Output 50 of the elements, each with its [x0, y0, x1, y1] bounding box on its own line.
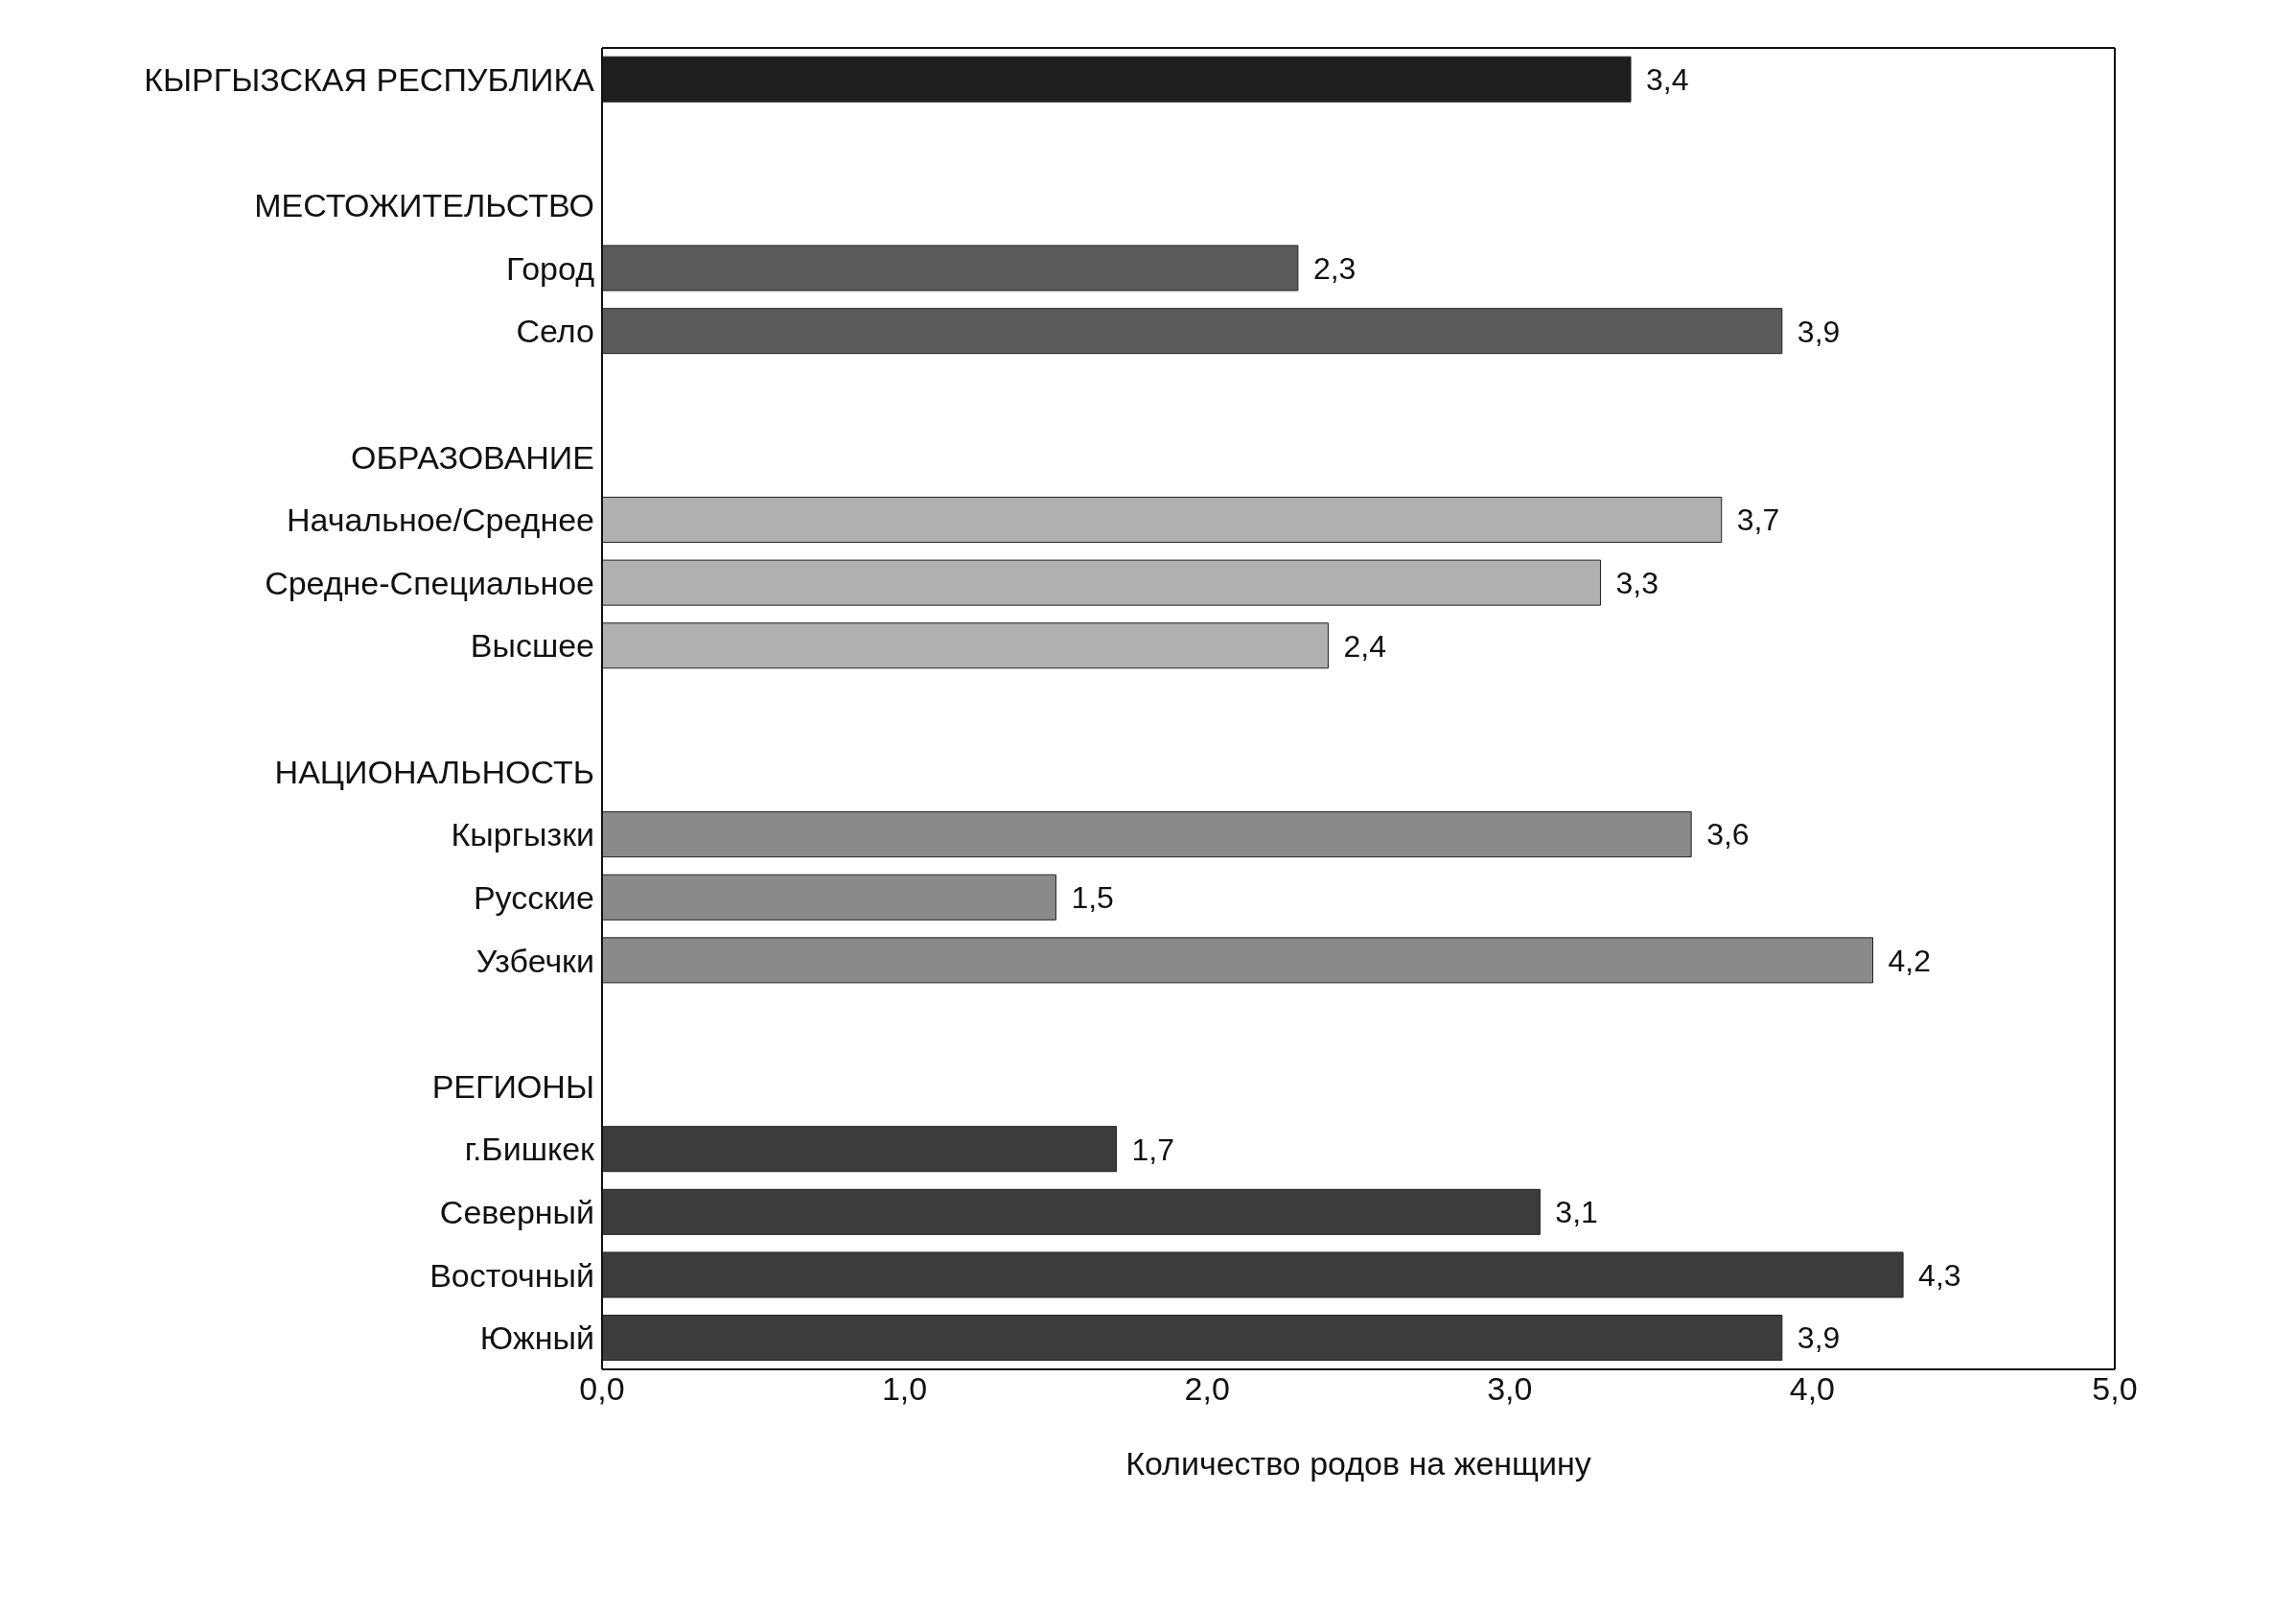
data-label: 1,5 [1071, 880, 1114, 916]
bar [602, 497, 1723, 544]
bar [602, 1251, 1904, 1298]
y-tick-label: Русские [473, 878, 594, 916]
y-tick-label: НАЦИОНАЛЬНОСТЬ [274, 753, 594, 790]
y-tick-label: РЕГИОНЫ [431, 1067, 594, 1105]
data-label: 3,7 [1736, 502, 1780, 538]
x-tick-label: 0,0 [579, 1370, 625, 1408]
y-tick-label: МЕСТОЖИТЕЛЬСТВО [254, 187, 594, 224]
data-label: 4,3 [1918, 1257, 1961, 1293]
x-tick-label: 1,0 [881, 1370, 928, 1408]
data-label: 3,9 [1797, 314, 1841, 349]
y-tick-label: Средне-Специальное [265, 564, 594, 601]
y-tick-label: Южный [479, 1319, 594, 1357]
x-tick-label: 2,0 [1184, 1370, 1230, 1408]
y-tick-label: г.Бишкек [464, 1131, 596, 1168]
data-label: 3,9 [1797, 1320, 1841, 1356]
x-tick-label: 5,0 [2092, 1370, 2138, 1408]
data-label: 2,4 [1343, 628, 1386, 664]
data-label: 1,7 [1131, 1132, 1174, 1167]
data-label: 4,2 [1888, 943, 1931, 978]
y-tick-label: Восточный [429, 1256, 594, 1294]
x-axis-title: Количество родов на женщину [1125, 1445, 1591, 1482]
y-tick-label: Северный [439, 1194, 594, 1231]
bar [602, 308, 1783, 355]
bar [602, 937, 1874, 984]
bar [602, 622, 1329, 669]
y-tick-label: Кыргызки [451, 816, 594, 853]
data-label: 3,3 [1615, 566, 1658, 600]
data-label: 2,3 [1312, 250, 1357, 286]
data-label: 3,4 [1646, 62, 1689, 98]
y-tick-label: КЫРГЫЗСКАЯ РЕСПУБЛИКА [144, 60, 595, 98]
y-tick-label: Начальное/Среднее [287, 502, 594, 539]
y-tick-label: Узбечки [475, 942, 594, 979]
data-label: 3,1 [1555, 1195, 1598, 1230]
bar [602, 245, 1299, 292]
bar [602, 56, 1632, 103]
y-tick-label: Село [516, 313, 594, 350]
y-tick-label: Город [506, 249, 595, 287]
bar [602, 1315, 1783, 1362]
bar [602, 1188, 1541, 1235]
x-tick-label: 3,0 [1487, 1370, 1533, 1408]
bar [602, 1126, 1118, 1173]
data-label: 3,6 [1706, 817, 1750, 852]
x-tick-label: 4,0 [1789, 1370, 1836, 1408]
y-tick-label: ОБРАЗОВАНИЕ [351, 438, 594, 476]
bar [602, 874, 1056, 921]
bar [602, 559, 1601, 606]
bar [602, 811, 1692, 858]
y-tick-label: Высшее [470, 627, 594, 665]
